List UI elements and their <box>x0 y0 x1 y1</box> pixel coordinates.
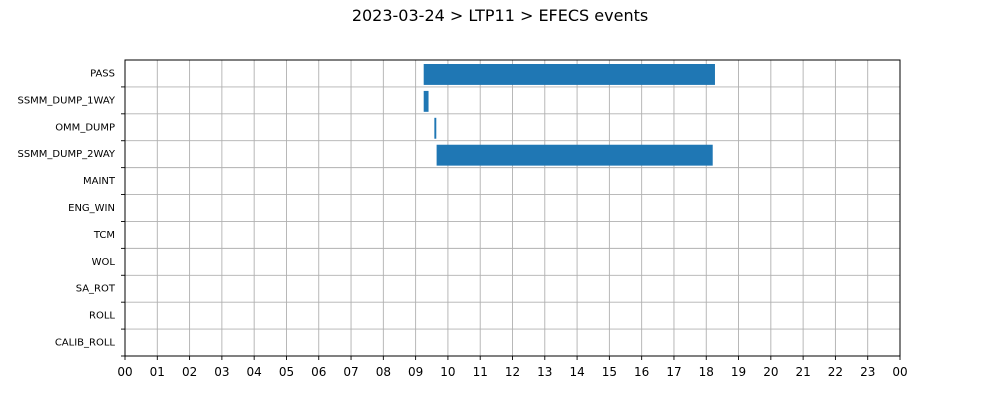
x-tick-label: 01 <box>150 365 165 379</box>
y-category-label: ENG_WIN <box>68 203 115 214</box>
x-tick-label: 00 <box>892 365 907 379</box>
event-bar-omm-dump <box>434 117 437 139</box>
x-tick-label: 20 <box>763 365 778 379</box>
chart-title: 2023-03-24 > LTP11 > EFECS events <box>351 6 649 25</box>
x-tick-label: 21 <box>795 365 810 379</box>
event-bar-pass <box>423 64 715 85</box>
x-tick-label: 13 <box>537 365 552 379</box>
y-category-label: PASS <box>90 68 115 79</box>
x-tick-label: 05 <box>279 365 294 379</box>
x-tick-label: 17 <box>666 365 681 379</box>
grid-layer <box>124 60 901 356</box>
y-category-label: SSMM_DUMP_2WAY <box>17 149 115 160</box>
x-axis-labels: 00 01 02 03 04 05 06 07 08 09 10 11 12 13 14 15 16 17 18 19… <box>117 365 907 379</box>
x-tick-label: 03 <box>214 365 229 379</box>
x-tick-label: 06 <box>311 365 326 379</box>
ticks-layer <box>121 86 901 360</box>
x-tick-label: 22 <box>828 365 843 379</box>
x-tick-label: 08 <box>376 365 391 379</box>
x-tick-label: 12 <box>505 365 520 379</box>
x-tick-label: 19 <box>731 365 746 379</box>
x-tick-label: 11 <box>473 365 488 379</box>
event-bar-ssmm-dump-1way <box>423 90 429 112</box>
y-axis-labels: PASS SSMM_DUMP_1WAY OMM_DUMP SSMM_DUMP_2WAY… <box>17 68 115 348</box>
y-category-label: CALIB_ROLL <box>55 338 116 349</box>
event-bar-ssmm-dump-2way <box>436 144 713 166</box>
x-tick-label: 18 <box>699 365 714 379</box>
y-category-label: MAINT <box>83 176 116 187</box>
x-tick-label: 09 <box>408 365 423 379</box>
x-tick-label: 15 <box>602 365 617 379</box>
y-category-label: OMM_DUMP <box>55 122 115 133</box>
x-tick-label: 07 <box>343 365 358 379</box>
x-tick-label: 04 <box>247 365 262 379</box>
bars-layer <box>423 64 715 166</box>
y-category-label: WOL <box>92 257 116 268</box>
x-tick-label: 02 <box>182 365 197 379</box>
y-category-label: SA_ROT <box>76 284 116 295</box>
y-category-label: ROLL <box>89 311 115 322</box>
x-tick-label: 16 <box>634 365 649 379</box>
y-category-label: SSMM_DUMP_1WAY <box>17 95 115 106</box>
y-category-label: TCM <box>93 230 115 241</box>
x-tick-label: 00 <box>117 365 132 379</box>
x-tick-label: 10 <box>440 365 455 379</box>
x-tick-label: 23 <box>860 365 875 379</box>
x-tick-label: 14 <box>569 365 584 379</box>
